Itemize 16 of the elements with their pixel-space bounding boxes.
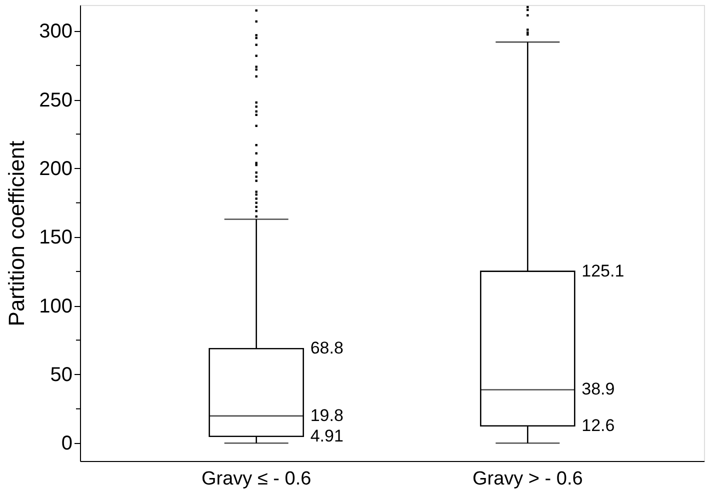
annotation: 12.6 [582,416,615,435]
y-tick-label: 100 [39,295,72,318]
y-tick-label: 250 [39,89,72,112]
y-tick-label: 50 [50,364,72,386]
annotation: 19.8 [310,406,344,425]
annotation: 38.9 [582,380,615,399]
y-tick-label: 300 [39,20,72,43]
x-tick-label: Gravy ≤ - 0.6 [202,468,312,490]
annotation: 68.8 [310,338,344,358]
y-tick-label: 200 [39,158,72,180]
y-tick-label: 0 [61,432,72,455]
y-tick-label: 150 [39,226,72,249]
annotation: 4.91 [310,426,344,446]
annotation: 125.1 [582,261,624,280]
y-axis-title: Partition coefficient [4,140,30,326]
x-tick-label: Gravy > - 0.6 [472,468,583,490]
